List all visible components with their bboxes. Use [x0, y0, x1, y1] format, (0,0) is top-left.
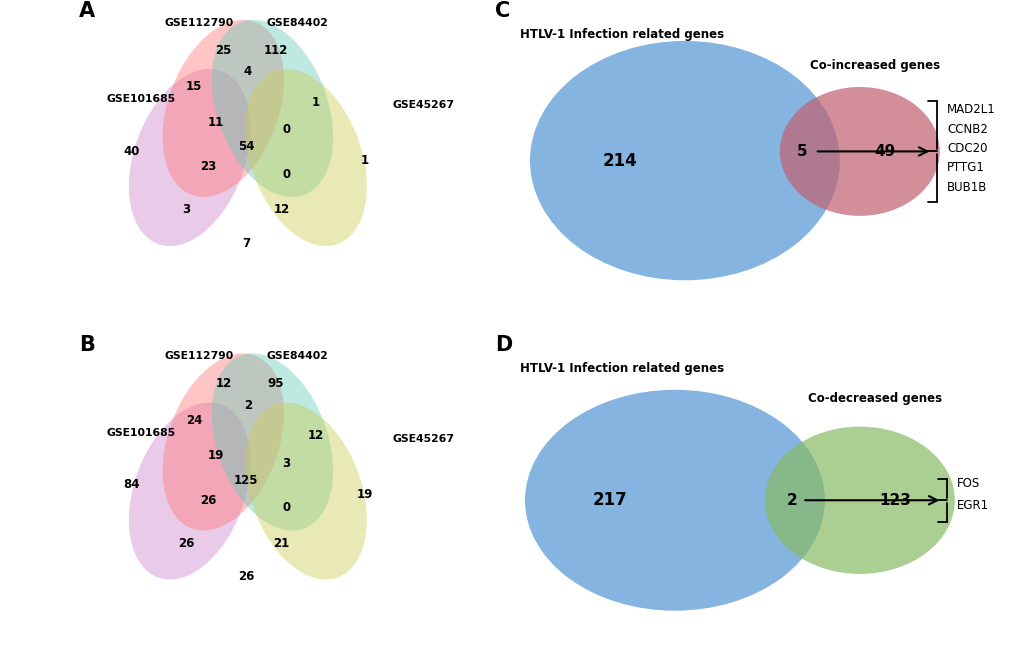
Text: 23: 23	[200, 160, 216, 173]
Text: 19: 19	[207, 450, 223, 462]
Text: GSE84402: GSE84402	[266, 17, 327, 27]
Text: HTLV-1 Infection related genes: HTLV-1 Infection related genes	[520, 362, 723, 375]
Text: Co-increased genes: Co-increased genes	[809, 59, 938, 72]
Text: 11: 11	[207, 116, 223, 129]
Text: 214: 214	[602, 151, 637, 169]
Text: GSE45267: GSE45267	[391, 434, 453, 444]
Text: 49: 49	[873, 144, 895, 159]
Text: 2: 2	[244, 399, 252, 412]
Text: 217: 217	[592, 492, 627, 509]
Text: 7: 7	[243, 237, 250, 250]
Text: D: D	[494, 335, 512, 355]
Ellipse shape	[212, 20, 333, 197]
Text: 112: 112	[263, 43, 287, 57]
Text: HTLV-1 Infection related genes: HTLV-1 Infection related genes	[520, 28, 723, 41]
Ellipse shape	[128, 402, 250, 580]
Text: GSE101685: GSE101685	[107, 428, 175, 438]
Text: C: C	[494, 1, 510, 21]
Ellipse shape	[246, 402, 367, 580]
Text: 4: 4	[244, 65, 252, 78]
Text: 54: 54	[237, 140, 255, 153]
Text: PTTG1: PTTG1	[947, 161, 984, 175]
Text: 1: 1	[311, 96, 319, 109]
Text: GSE112790: GSE112790	[164, 351, 233, 361]
Text: 5: 5	[796, 144, 807, 159]
Text: GSE45267: GSE45267	[391, 101, 453, 110]
Ellipse shape	[128, 69, 250, 246]
Text: CCNB2: CCNB2	[947, 123, 987, 136]
Ellipse shape	[780, 87, 938, 216]
Text: 0: 0	[282, 168, 290, 181]
Ellipse shape	[530, 41, 839, 280]
Text: 26: 26	[237, 570, 255, 584]
Text: GSE101685: GSE101685	[107, 94, 175, 104]
Ellipse shape	[525, 390, 824, 611]
Text: 19: 19	[356, 488, 372, 501]
Ellipse shape	[764, 427, 954, 574]
Text: CDC20: CDC20	[947, 142, 986, 155]
Text: MAD2L1: MAD2L1	[947, 103, 996, 117]
Ellipse shape	[162, 354, 283, 530]
Text: 12: 12	[215, 377, 231, 390]
Text: 12: 12	[273, 203, 289, 216]
Text: 0: 0	[282, 502, 290, 514]
Text: 84: 84	[123, 478, 140, 492]
Text: B: B	[79, 335, 95, 355]
Ellipse shape	[246, 69, 367, 246]
Text: 0: 0	[282, 123, 290, 137]
Text: 25: 25	[215, 43, 231, 57]
Text: 24: 24	[185, 414, 202, 427]
Text: 12: 12	[307, 430, 323, 442]
Text: 21: 21	[273, 537, 289, 550]
Text: GSE84402: GSE84402	[266, 351, 327, 361]
Text: FOS: FOS	[957, 477, 979, 490]
Text: 3: 3	[282, 457, 290, 470]
Text: GSE112790: GSE112790	[164, 17, 233, 27]
Text: 1: 1	[360, 154, 368, 167]
Text: 2: 2	[787, 493, 797, 508]
Text: Co-decreased genes: Co-decreased genes	[807, 392, 941, 406]
Text: 26: 26	[178, 537, 195, 550]
Text: 3: 3	[182, 203, 191, 216]
Text: EGR1: EGR1	[957, 499, 988, 512]
Text: 125: 125	[233, 474, 259, 487]
Text: 15: 15	[185, 81, 202, 93]
Text: 26: 26	[200, 494, 216, 507]
Ellipse shape	[162, 20, 283, 197]
Text: 40: 40	[123, 145, 140, 158]
Text: 123: 123	[878, 493, 910, 508]
Text: BUB1B: BUB1B	[947, 181, 986, 194]
Ellipse shape	[212, 354, 333, 530]
Text: A: A	[79, 1, 95, 21]
Text: 95: 95	[267, 377, 283, 390]
